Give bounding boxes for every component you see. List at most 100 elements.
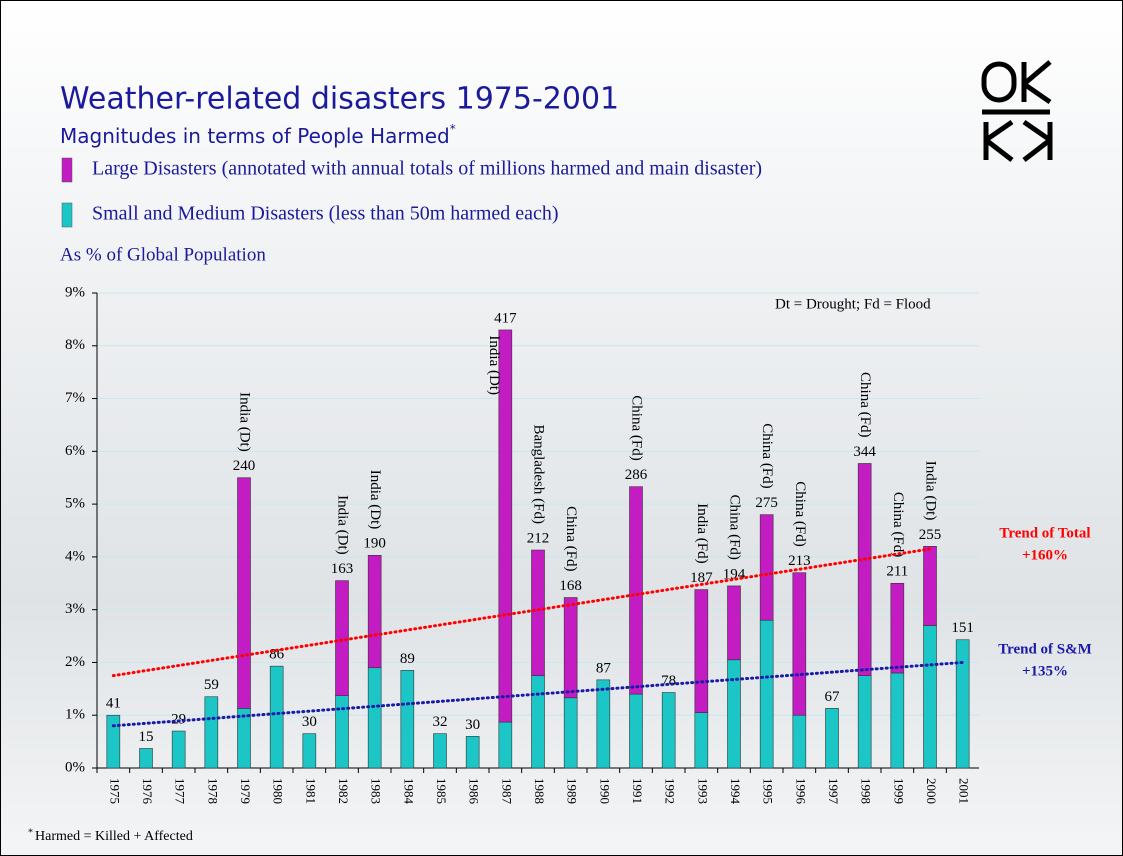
footnote-marker: *: [28, 827, 33, 838]
bar-segment: [825, 708, 839, 769]
disaster-label: China (Fd): [563, 506, 579, 571]
bar-segment: [171, 730, 186, 769]
x-tick-label: 1978: [205, 778, 220, 804]
bar-segment: [857, 463, 872, 676]
footnote: Harmed = Killed + Affected: [35, 829, 193, 844]
total-label: 59: [204, 677, 219, 693]
bar-segment: [400, 670, 415, 769]
disaster-label: India (Dt): [923, 461, 939, 521]
legend-label: Small and Medium Disasters (less than 50…: [92, 203, 559, 225]
x-tick-label: 1980: [271, 778, 286, 804]
total-label: 151: [951, 620, 974, 636]
x-tick-label: 2000: [924, 778, 939, 804]
x-tick-label: 1994: [728, 778, 743, 805]
total-label: 255: [919, 527, 942, 543]
legend-label: Large Disasters (annotated with annual t…: [92, 158, 762, 180]
total-label: 417: [494, 310, 517, 326]
total-label: 212: [527, 530, 550, 546]
total-label: 78: [661, 673, 676, 689]
bar-segment: [563, 597, 578, 699]
bar-segment: [106, 714, 121, 769]
bar-segment: [498, 329, 513, 723]
x-tick-label: 1977: [173, 778, 188, 805]
subtitle: Magnitudes in terms of People Harmed*: [60, 122, 456, 148]
y-axis-label: As % of Global Population: [60, 244, 266, 265]
bar-segment: [433, 733, 447, 769]
bar-segment: [302, 733, 317, 769]
total-label: 89: [400, 651, 415, 667]
total-label: 15: [139, 729, 154, 745]
x-tick-label: 1975: [107, 778, 122, 804]
y-tick-label: 8%: [65, 337, 85, 353]
disaster-label: India (Dt): [367, 470, 383, 530]
bar-segment: [759, 514, 774, 621]
x-tick-label: 1991: [630, 778, 645, 804]
bar-segment: [367, 667, 382, 769]
total-label: 87: [596, 660, 612, 676]
bar-segment: [923, 546, 937, 626]
y-tick-label: 9%: [65, 284, 85, 300]
bar-segment: [694, 712, 709, 769]
y-tick-label: 1%: [65, 707, 85, 723]
x-tick-label: 1996: [793, 778, 808, 805]
bar-segment: [498, 721, 513, 769]
x-tick-label: 1992: [663, 778, 678, 804]
disaster-label: China (Fd): [759, 423, 775, 488]
bar-segment: [890, 582, 905, 674]
disaster-label: Bangladesh (Fd): [531, 424, 547, 524]
bar-segment: [204, 696, 219, 769]
x-tick-label: 1986: [467, 778, 482, 805]
x-tick-label: 1995: [761, 778, 776, 804]
bar-segment: [629, 693, 643, 769]
trend-change: +160%: [1022, 547, 1068, 563]
legend-swatch: [61, 157, 73, 183]
bar-segment: [727, 585, 741, 661]
title: Weather-related disasters 1975-2001: [60, 82, 619, 117]
y-tick-label: 7%: [65, 390, 85, 406]
total-label: 240: [233, 458, 256, 474]
x-tick-label: 1997: [826, 778, 841, 805]
x-tick-label: 1987: [499, 778, 514, 805]
x-tick-label: 1985: [434, 778, 449, 804]
bar-segment: [890, 672, 905, 769]
logo: [981, 60, 1053, 162]
bar-segment: [269, 665, 284, 769]
disaster-label: India (Fd): [694, 503, 710, 563]
x-tick-label: 1989: [565, 778, 580, 804]
bar-segment: [792, 572, 807, 716]
bar-segment: [531, 549, 545, 676]
x-tick-label: 1990: [597, 778, 612, 804]
bar-segment: [367, 555, 382, 669]
disaster-label: China (Fd): [857, 372, 873, 437]
total-label: 211: [886, 564, 908, 580]
x-tick-label: 1982: [336, 778, 351, 804]
trend-line: [111, 547, 932, 678]
bar-segment: [335, 695, 349, 769]
bar-segment: [531, 675, 545, 769]
subtitle-text: Magnitudes in terms of People Harmed: [60, 124, 450, 148]
disaster-label: China (Fd): [629, 395, 645, 460]
x-tick-label: 1999: [891, 778, 906, 804]
subtitle-marker: *: [450, 122, 456, 136]
bar-segment: [237, 477, 251, 709]
total-label: 168: [559, 578, 582, 594]
trend-label: Trend of S&M: [998, 641, 1092, 657]
total-label: 32: [433, 714, 448, 730]
bar-segment: [335, 580, 349, 696]
bar-segment: [923, 625, 937, 769]
y-tick-label: 5%: [65, 496, 85, 512]
disaster-label: China (Fd): [792, 481, 808, 546]
bar-segment: [694, 589, 709, 713]
bar-segment: [563, 697, 578, 769]
y-tick-label: 2%: [65, 654, 85, 670]
legend-swatch: [61, 202, 73, 228]
bar-segment: [465, 736, 480, 769]
y-tick-label: 4%: [65, 548, 85, 564]
trend-change: +135%: [1022, 663, 1068, 679]
total-label: 213: [788, 553, 811, 569]
bar-segment: [727, 659, 741, 769]
x-tick-label: 1983: [369, 778, 384, 804]
disaster-label: China (Fd): [890, 492, 906, 557]
total-label: 286: [625, 467, 648, 483]
